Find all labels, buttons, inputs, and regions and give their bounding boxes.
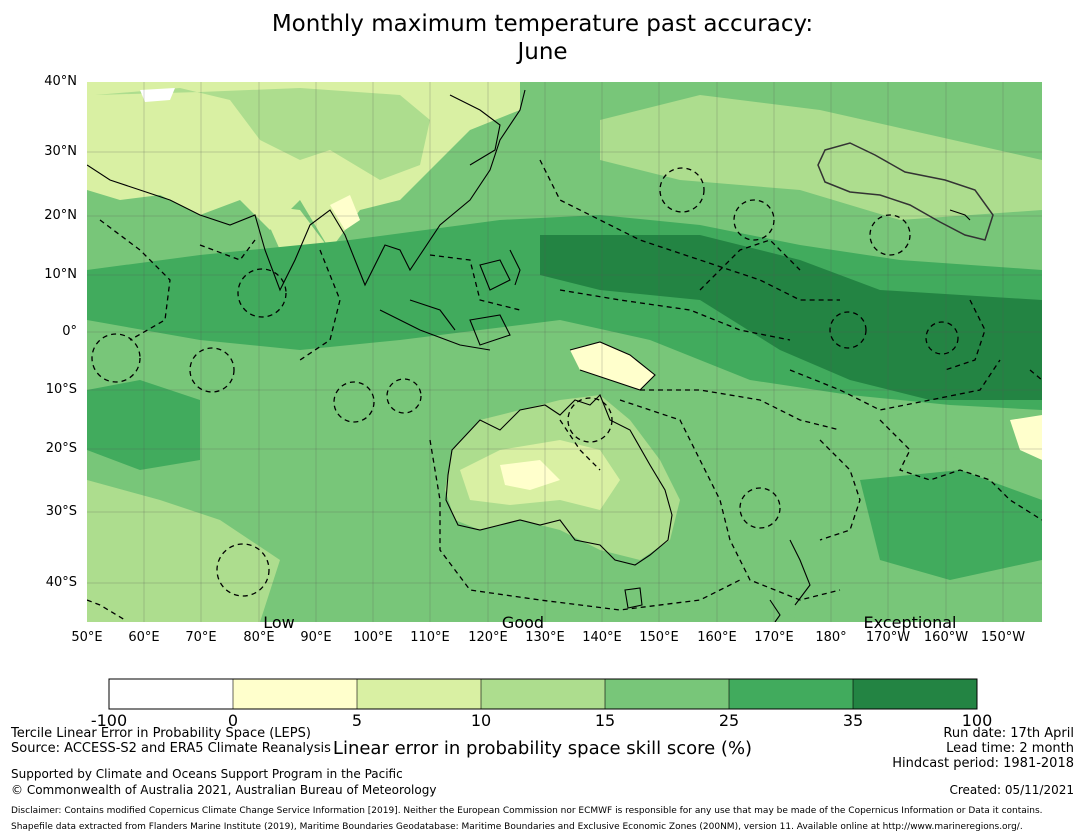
source-text: Source: ACCESS-S2 and ERA5 Climate Reana… — [11, 741, 331, 756]
skill-region-exceptional — [540, 235, 1042, 400]
lon-label: 70°E — [185, 630, 217, 645]
colorbar-tick: 35 — [842, 711, 864, 730]
lon-label: 170°W — [865, 630, 911, 645]
lat-label: 40°S — [45, 575, 77, 590]
coastlines — [87, 89, 971, 622]
hindcast-period: Hindcast period: 1981-2018 — [892, 756, 1074, 771]
shapefile-credit: Shapefile data extracted from Flanders M… — [11, 822, 1023, 832]
lead-time: Lead time: 2 month — [946, 741, 1074, 756]
skill-region-asia — [95, 88, 430, 180]
eez-boundaries — [87, 159, 1042, 621]
colorbar-tick: 10 — [470, 711, 492, 730]
colorbar-segment — [729, 679, 853, 709]
colorbar-segment — [481, 679, 605, 709]
colorbar-tick: 15 — [594, 711, 616, 730]
skill-region-burma — [330, 195, 360, 230]
category-label-low: Low — [263, 613, 295, 632]
lat-label: 30°S — [45, 504, 77, 519]
colorbar-segment — [109, 679, 233, 709]
colorbar-tick: 5 — [351, 711, 363, 730]
colorbar — [108, 678, 978, 710]
lon-label: 80°E — [243, 630, 275, 645]
map-subtitle: June — [517, 39, 568, 65]
map-title: Monthly maximum temperature past accurac… — [271, 11, 814, 37]
colorbar-frame — [108, 678, 978, 710]
category-label-exceptional: Exceptional — [863, 613, 957, 632]
lat-label: 10°S — [45, 382, 77, 397]
lon-label: 150°E — [639, 630, 679, 645]
lon-label: 130°E — [525, 630, 565, 645]
colorbar-segment — [853, 679, 977, 709]
hawaii-boundary — [817, 142, 994, 241]
lon-label: 170°E — [754, 630, 794, 645]
colorbar-tick: 25 — [718, 711, 740, 730]
category-label-good: Good — [501, 613, 545, 632]
gridlines — [87, 82, 1042, 622]
run-date: Run date: 17th April — [943, 726, 1074, 741]
colorbar-tick: 100 — [961, 711, 993, 730]
support-text: Supported by Climate and Oceans Support … — [11, 767, 403, 781]
skill-region-south-west — [87, 480, 280, 622]
lon-label: 60°E — [128, 630, 160, 645]
created-date: Created: 05/11/2021 — [949, 783, 1074, 797]
colorbar-label: Linear error in probability space skill … — [332, 738, 753, 759]
method-text: Tercile Linear Error in Probability Spac… — [11, 726, 311, 741]
disclaimer-text: Disclaimer: Contains modified Copernicus… — [11, 806, 1043, 816]
skill-region-new-guinea — [570, 342, 655, 390]
skill-region-white — [140, 88, 175, 102]
colorbar-tick: -100 — [90, 711, 128, 730]
colorbar-segment — [605, 679, 729, 709]
lon-label: 180° — [815, 630, 847, 645]
lon-label: 160°E — [697, 630, 737, 645]
colorbar-segment — [357, 679, 481, 709]
lat-label: 20°S — [45, 441, 77, 456]
colorbar-segment — [233, 679, 357, 709]
lon-label: 160°W — [923, 630, 969, 645]
skill-region-south-indian — [87, 380, 200, 470]
lat-label: 10°N — [44, 267, 77, 282]
lon-label: 110°E — [410, 630, 450, 645]
lat-label: 20°N — [44, 208, 77, 223]
lon-label: 150°W — [980, 630, 1026, 645]
lat-label: 30°N — [44, 144, 77, 159]
lon-label: 100°E — [353, 630, 393, 645]
lon-label: 140°E — [582, 630, 622, 645]
lon-label: 50°E — [71, 630, 103, 645]
lon-label: 90°E — [300, 630, 332, 645]
lat-label: 0° — [62, 324, 77, 339]
lat-label: 40°N — [44, 74, 77, 89]
lon-label: 120°E — [468, 630, 508, 645]
skill-region-south-pacific-high — [860, 470, 1042, 580]
copyright-text: © Commonwealth of Australia 2021, Austra… — [11, 783, 437, 797]
colorbar-tick: 0 — [227, 711, 239, 730]
